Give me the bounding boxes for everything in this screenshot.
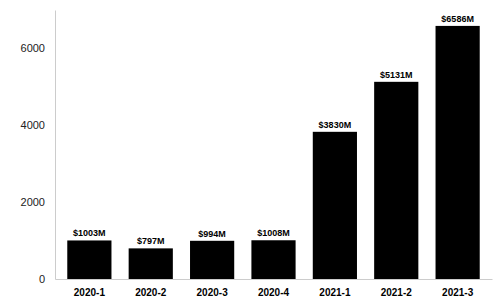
x-tick-label: 2021-3: [442, 287, 474, 298]
y-axis: 0 2000 4000 6000: [21, 11, 56, 286]
x-tick-label: 2021-1: [319, 287, 351, 298]
y-tick-label: 6000: [21, 42, 45, 54]
bar: [436, 26, 480, 279]
x-tick: 2020-3: [197, 279, 229, 298]
bar: [374, 82, 418, 279]
data-label: $6586M: [441, 14, 474, 24]
bar: [67, 240, 111, 279]
x-tick: 2020-2: [135, 279, 167, 298]
y-tick: 4000: [21, 119, 55, 131]
x-tick: 2021-1: [319, 279, 351, 298]
bar: [251, 240, 295, 279]
x-tick-label: 2020-4: [258, 287, 290, 298]
chart: 02000400060002020-12020-22020-32020-4202…: [0, 0, 500, 304]
y-tick-label: 2000: [21, 196, 45, 208]
x-tick-label: 2021-2: [381, 287, 413, 298]
bar: [129, 248, 173, 279]
y-axis-line: [55, 11, 56, 280]
data-label: $3830M: [319, 120, 352, 130]
x-tick: 2021-3: [442, 279, 474, 298]
y-tick: 0: [39, 273, 55, 285]
y-tick: 6000: [21, 42, 55, 54]
plot: 02000400060002020-12020-22020-32020-4202…: [21, 11, 493, 299]
data-label: $797M: [137, 236, 165, 246]
x-tick: 2020-4: [258, 279, 290, 298]
data-labels: $1003M $797M $994M $1008M $3830M $5131M $6586M: [73, 14, 474, 246]
y-tick-label: 0: [39, 273, 45, 285]
y-tick-label: 4000: [21, 119, 45, 131]
bar: [190, 241, 234, 279]
x-tick: 2021-2: [381, 279, 413, 298]
data-label: $1008M: [257, 228, 290, 238]
x-axis-line: [56, 279, 493, 280]
x-axis: 2020-1 2020-2 2020-3 2020-4 2021-1 2021-2 2021…: [56, 279, 493, 298]
data-label: $5131M: [380, 70, 413, 80]
x-tick-label: 2020-1: [74, 287, 106, 298]
bars: [67, 26, 479, 279]
data-label: $994M: [198, 229, 226, 239]
x-tick-label: 2020-3: [197, 287, 229, 298]
y-tick: 2000: [21, 196, 55, 208]
bar: [313, 132, 357, 279]
x-tick: 2020-1: [74, 279, 106, 298]
data-label: $1003M: [73, 228, 106, 238]
x-tick-label: 2020-2: [135, 287, 167, 298]
